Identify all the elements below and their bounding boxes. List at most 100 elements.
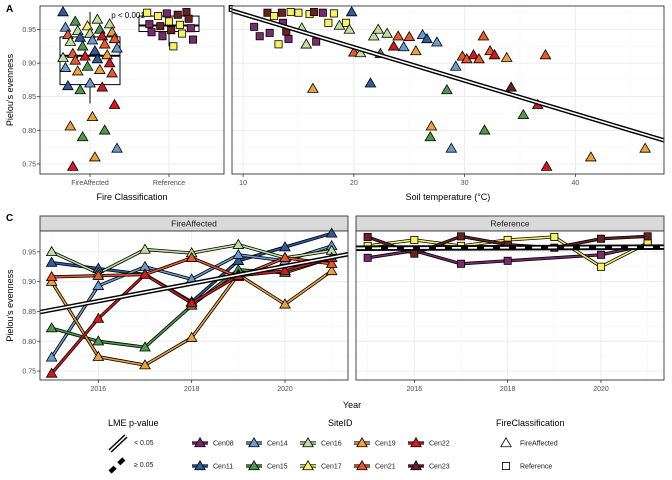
point-Cen08 bbox=[158, 32, 167, 41]
point-Cen08 bbox=[265, 28, 274, 37]
facet-xtick-label: 2020 bbox=[593, 386, 609, 393]
legend-lme-title: LME p-value bbox=[108, 418, 159, 428]
point-Cen21 bbox=[98, 38, 111, 49]
point-Cen14 bbox=[59, 61, 72, 72]
point-Cen21 bbox=[539, 49, 552, 60]
panel-b-xlabel: Soil temperature (°C) bbox=[406, 192, 491, 202]
point-Cen16 bbox=[232, 238, 245, 249]
point-Cen15 bbox=[69, 15, 82, 26]
point-Cen14 bbox=[111, 42, 123, 53]
point-Cen17 bbox=[81, 20, 94, 31]
point-Cen14 bbox=[431, 36, 443, 47]
point-Cen19 bbox=[185, 331, 198, 342]
legend-lme-label: ≥ 0.05 bbox=[134, 462, 154, 469]
point-Cen23 bbox=[184, 14, 193, 23]
point-Cen15 bbox=[45, 322, 58, 333]
point-Cen16 bbox=[367, 30, 380, 41]
point-Cen21 bbox=[347, 46, 360, 57]
facet-FireAffected-ytick-label: 0.80 bbox=[22, 339, 36, 346]
panel-b-border bbox=[231, 5, 665, 175]
point-Cen16 bbox=[91, 13, 104, 24]
point-Cen14 bbox=[84, 77, 96, 88]
point-Cen23 bbox=[263, 8, 272, 17]
point-Cen15 bbox=[76, 40, 89, 51]
point-Cen14 bbox=[111, 142, 123, 153]
point-Cen08 bbox=[312, 37, 321, 46]
point-Cen16 bbox=[381, 27, 393, 38]
point-Cen19 bbox=[325, 264, 338, 276]
panel-tag-c: C bbox=[6, 213, 13, 224]
facet-xtick-label: 2018 bbox=[500, 386, 516, 393]
point-Cen19 bbox=[101, 49, 114, 60]
point-Cen08 bbox=[255, 32, 264, 41]
legend-lme-label: < 0.05 bbox=[134, 440, 154, 447]
point-Cen17 bbox=[342, 18, 351, 27]
legend-marker-Cen23 bbox=[410, 460, 422, 471]
facet-Reference-strip-label: Reference bbox=[490, 219, 529, 229]
point-Cen22 bbox=[467, 49, 480, 60]
point-Cen17 bbox=[410, 235, 419, 244]
legend-marker-Cen19 bbox=[356, 437, 368, 448]
point-Cen16 bbox=[300, 38, 313, 49]
point-Cen16 bbox=[64, 35, 77, 46]
point-Cen17 bbox=[164, 17, 173, 26]
point-Cen08 bbox=[186, 24, 195, 33]
legend-site-label: Cen21 bbox=[375, 464, 396, 471]
point-Cen08 bbox=[597, 250, 606, 259]
point-Cen08 bbox=[456, 259, 465, 268]
facet-xtick-label: 2018 bbox=[184, 386, 200, 393]
legend-marker-Cen17 bbox=[302, 460, 314, 471]
legend-fire-label: Reference bbox=[520, 464, 552, 471]
point-Cen23 bbox=[363, 232, 372, 241]
legend-site-label: Cen19 bbox=[375, 441, 396, 448]
point-Cen15 bbox=[98, 124, 111, 135]
point-Cen08 bbox=[145, 20, 154, 29]
point-Cen23 bbox=[173, 10, 182, 19]
legend-site-title: SiteID bbox=[328, 418, 353, 428]
p-value-annotation: p < 0.001 bbox=[111, 11, 145, 20]
point-Cen11 bbox=[364, 77, 377, 88]
point-Cen22 bbox=[387, 40, 400, 51]
point-Cen11 bbox=[45, 256, 58, 267]
point-Cen17 bbox=[175, 20, 184, 29]
trend-line-inner bbox=[39, 253, 349, 313]
panel-a-ylabel: Pielou's evenness bbox=[5, 53, 15, 126]
point-Cen23 bbox=[643, 232, 652, 241]
point-Cen22 bbox=[139, 268, 151, 279]
point-Cen23 bbox=[167, 26, 176, 35]
point-Cen21 bbox=[473, 53, 485, 64]
facet-FireAffected-ytick-label: 0.90 bbox=[22, 279, 36, 286]
point-Cen14 bbox=[449, 60, 462, 71]
facet-Reference-border bbox=[355, 230, 665, 381]
panel-a-ytick-label: 0.95 bbox=[22, 27, 36, 34]
point-Cen22 bbox=[488, 49, 501, 60]
point-Cen11 bbox=[325, 227, 338, 238]
point-Cen22 bbox=[96, 30, 109, 41]
point-Cen23 bbox=[277, 8, 286, 17]
legend-marker-Cen16 bbox=[302, 437, 314, 448]
point-Cen14 bbox=[45, 351, 58, 362]
panel-c-xlabel: Year bbox=[343, 400, 361, 410]
point-Cen11 bbox=[74, 31, 87, 42]
legend-marker-Cen08 bbox=[194, 437, 206, 448]
point-Cen11 bbox=[91, 53, 104, 64]
point-Cen15 bbox=[517, 108, 530, 120]
point-Cen21 bbox=[392, 30, 405, 41]
legend-site-label: Cen08 bbox=[213, 441, 234, 448]
legend-marker-Cen15 bbox=[248, 460, 260, 471]
panel-tag-a: A bbox=[6, 4, 13, 15]
point-Cen19 bbox=[64, 120, 77, 131]
legend-marker-Cen22 bbox=[410, 437, 422, 448]
point-Cen17 bbox=[294, 8, 303, 17]
point-Cen08 bbox=[318, 8, 327, 17]
point-Cen19 bbox=[139, 359, 151, 370]
point-Cen15 bbox=[478, 124, 491, 135]
legend-reference-square bbox=[501, 461, 510, 470]
legend-fire-title: FireClassification bbox=[496, 418, 565, 428]
point-Cen23 bbox=[410, 249, 419, 258]
point-Cen22 bbox=[108, 98, 121, 109]
trend-line-dashed bbox=[355, 246, 665, 250]
legend-fire-label: FireAffected bbox=[520, 441, 558, 448]
panel-a-ytick-label: 0.80 bbox=[22, 128, 36, 135]
